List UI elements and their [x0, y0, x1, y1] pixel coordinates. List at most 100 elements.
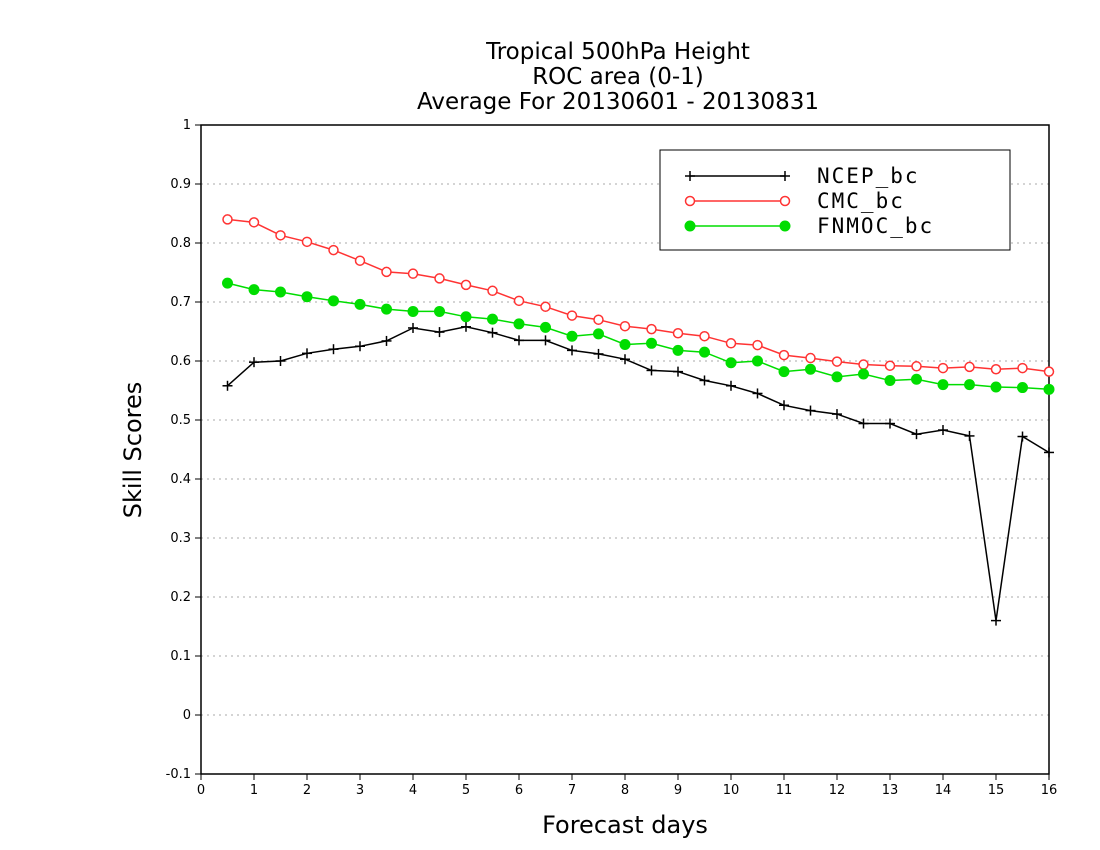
data-point-fnmoc-bc [487, 313, 498, 325]
data-point-fnmoc-bc [540, 321, 551, 333]
x-tick-label: 12 [829, 783, 846, 798]
legend-marker-cmc-bc [779, 195, 791, 207]
chart-title-line-2: ROC area (0-1) [532, 64, 704, 90]
y-tick-label: 0.9 [170, 177, 191, 192]
data-point-cmc-bc [513, 295, 525, 307]
legend-label-fnmoc-bc: FNMOC_bc [817, 214, 934, 238]
data-point-fnmoc-bc [381, 303, 392, 315]
x-tick-label: 4 [409, 783, 417, 798]
chart-title: Tropical 500hPa Height ROC area (0-1) Av… [417, 39, 819, 115]
x-tick-label: 5 [462, 783, 470, 798]
data-point-fnmoc-bc [672, 344, 684, 356]
data-point-fnmoc-bc [328, 295, 339, 307]
data-point-cmc-bc [990, 364, 1002, 375]
data-point-cmc-bc [354, 255, 366, 266]
data-point-cmc-bc [831, 356, 843, 367]
y-axis-ticks: 1 0.9 0.8 0.7 0.6 0.5 0.4 0.3 0.2 0.1 0 -0.1 [166, 118, 201, 782]
x-tick-label: 14 [935, 783, 952, 798]
data-point-cmc-bc [778, 349, 790, 361]
legend-box [659, 149, 1011, 251]
legend-marker-ncep-bc [780, 171, 790, 181]
data-point-fnmoc-bc [699, 346, 710, 358]
data-point-fnmoc-bc [911, 373, 922, 385]
series-fnmoc-bc [222, 277, 1055, 395]
legend-label-cmc-bc: CMC_bc [817, 189, 905, 213]
data-point-ncep-bc [487, 327, 498, 338]
data-point-cmc-bc [248, 217, 260, 228]
data-point-ncep-bc [991, 615, 1001, 626]
series-cmc-bc [222, 214, 1055, 377]
data-point-ncep-bc [911, 429, 922, 440]
data-point-ncep-bc [1017, 431, 1028, 442]
legend-marker-cmc-bc [684, 195, 696, 207]
data-point-ncep-bc [699, 375, 710, 386]
data-point-ncep-bc [832, 409, 842, 420]
data-point-cmc-bc [1043, 366, 1055, 377]
chart-title-line-1: Tropical 500hPa Height [485, 39, 750, 65]
x-axis-label: Forecast days [542, 811, 708, 839]
data-point-ncep-bc [434, 327, 445, 338]
data-point-cmc-bc [752, 339, 763, 351]
data-point-cmc-bc [593, 314, 604, 325]
data-point-fnmoc-bc [354, 298, 366, 310]
data-point-fnmoc-bc [831, 371, 843, 383]
data-point-fnmoc-bc [778, 366, 790, 378]
data-point-fnmoc-bc [805, 363, 816, 375]
data-point-ncep-bc [646, 365, 657, 376]
data-point-cmc-bc [964, 361, 975, 373]
data-point-ncep-bc [858, 418, 869, 429]
data-point-cmc-bc [566, 310, 578, 321]
y-tick-label: -0.1 [166, 767, 191, 782]
data-point-ncep-bc [540, 335, 551, 346]
data-point-fnmoc-bc [990, 381, 1002, 393]
y-tick-label: 0.3 [170, 531, 191, 546]
x-tick-label: 8 [621, 783, 629, 798]
y-tick-label: 1 [183, 118, 191, 133]
x-tick-label: 7 [568, 783, 576, 798]
data-point-cmc-bc [1017, 362, 1028, 374]
x-tick-label: 11 [776, 783, 793, 798]
y-tick-label: 0.2 [170, 590, 191, 605]
data-point-fnmoc-bc [646, 337, 657, 349]
legend-item-cmc-bc: CMC_bc [684, 189, 905, 213]
data-point-fnmoc-bc [593, 328, 604, 340]
x-axis-ticks: 0 1 2 3 4 5 6 7 8 9 10 11 12 13 14 15 16 [197, 774, 1057, 798]
data-point-fnmoc-bc [434, 305, 445, 317]
x-tick-label: 16 [1041, 783, 1058, 798]
x-tick-label: 6 [515, 783, 523, 798]
data-point-ncep-bc [752, 388, 763, 399]
data-point-fnmoc-bc [1017, 382, 1028, 394]
y-axis-label: Skill Scores [119, 382, 147, 519]
chart-title-line-3: Average For 20130601 - 20130831 [417, 89, 819, 115]
data-point-cmc-bc [884, 360, 896, 371]
data-point-ncep-bc [885, 418, 895, 429]
data-point-fnmoc-bc [884, 374, 896, 386]
y-tick-label: 0 [183, 708, 191, 723]
data-point-ncep-bc [249, 357, 259, 368]
legend-label-ncep-bc: NCEP_bc [817, 164, 920, 188]
data-point-ncep-bc [805, 405, 816, 416]
data-point-cmc-bc [937, 362, 949, 374]
x-tick-label: 3 [356, 783, 364, 798]
data-point-cmc-bc [805, 352, 816, 364]
data-point-cmc-bc [460, 279, 472, 291]
data-point-ncep-bc [779, 400, 789, 411]
data-point-cmc-bc [725, 338, 737, 349]
data-point-ncep-bc [408, 322, 418, 333]
legend-marker-ncep-bc [685, 171, 695, 181]
data-point-fnmoc-bc [248, 284, 260, 296]
data-point-ncep-bc [726, 380, 736, 391]
legend-item-ncep-bc: NCEP_bc [685, 164, 920, 188]
x-tick-label: 15 [988, 783, 1005, 798]
series-layer [222, 214, 1055, 626]
data-point-cmc-bc [434, 273, 445, 284]
x-tick-label: 13 [882, 783, 899, 798]
series-line-ncep-bc [227, 326, 1050, 621]
data-point-cmc-bc [301, 236, 313, 248]
data-point-ncep-bc [461, 321, 471, 332]
series-ncep-bc [222, 321, 1054, 626]
data-point-fnmoc-bc [619, 338, 631, 350]
series-line-fnmoc-bc [227, 282, 1050, 391]
data-point-cmc-bc [619, 320, 631, 332]
